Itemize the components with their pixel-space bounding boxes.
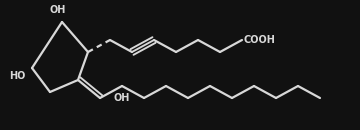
Text: HO: HO xyxy=(10,71,26,81)
Text: OH: OH xyxy=(114,93,130,103)
Text: OH: OH xyxy=(50,5,66,15)
Text: COOH: COOH xyxy=(244,35,276,45)
